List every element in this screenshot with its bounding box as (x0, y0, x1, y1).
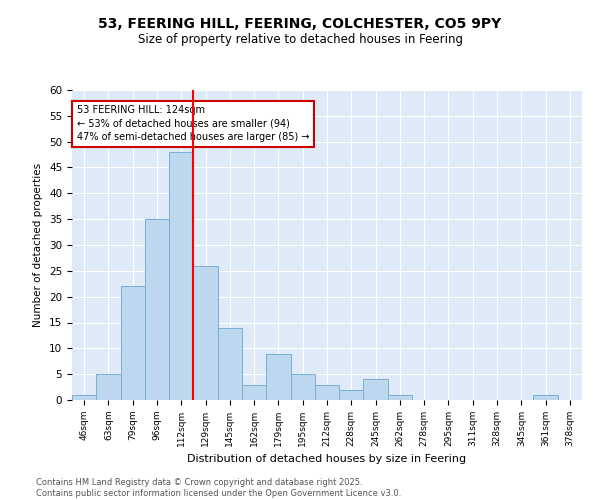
Bar (315, 384, 339, 400)
Bar (121, 286, 145, 400)
Text: Contains HM Land Registry data © Crown copyright and database right 2025.
Contai: Contains HM Land Registry data © Crown c… (36, 478, 401, 498)
X-axis label: Distribution of detached houses by size in Feering: Distribution of detached houses by size … (187, 454, 467, 464)
Text: 53, FEERING HILL, FEERING, COLCHESTER, CO5 9PY: 53, FEERING HILL, FEERING, COLCHESTER, C… (98, 18, 502, 32)
Bar (193, 266, 218, 400)
Bar (218, 328, 242, 400)
Text: 53 FEERING HILL: 124sqm
← 53% of detached houses are smaller (94)
47% of semi-de: 53 FEERING HILL: 124sqm ← 53% of detache… (77, 106, 310, 142)
Bar (266, 354, 290, 400)
Bar (388, 395, 412, 400)
Bar (169, 152, 193, 400)
Text: Size of property relative to detached houses in Feering: Size of property relative to detached ho… (137, 32, 463, 46)
Bar (290, 374, 315, 400)
Bar (242, 384, 266, 400)
Bar (533, 395, 558, 400)
Bar (96, 374, 121, 400)
Bar (145, 219, 169, 400)
Bar (72, 395, 96, 400)
Y-axis label: Number of detached properties: Number of detached properties (34, 163, 43, 327)
Bar (339, 390, 364, 400)
Bar (364, 380, 388, 400)
